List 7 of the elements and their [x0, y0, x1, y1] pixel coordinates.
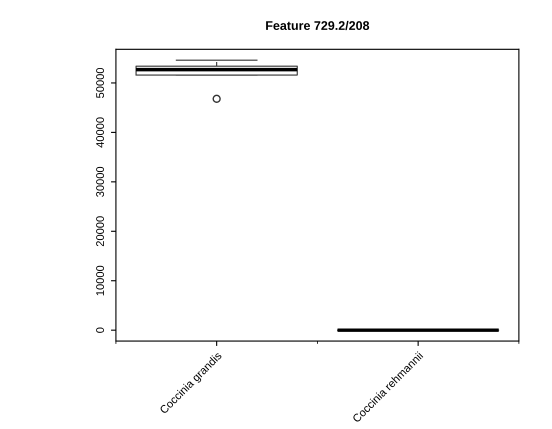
y-tick-label: 20000 — [96, 216, 104, 246]
chart-title: Feature 729.2/208 — [266, 20, 370, 30]
y-tick-label: 10000 — [96, 266, 104, 296]
y-tick-label: 0 — [96, 328, 104, 333]
y-tick-label: 30000 — [96, 166, 104, 197]
y-tick-label: 40000 — [96, 117, 104, 148]
y-tick-label: 50000 — [96, 68, 104, 98]
